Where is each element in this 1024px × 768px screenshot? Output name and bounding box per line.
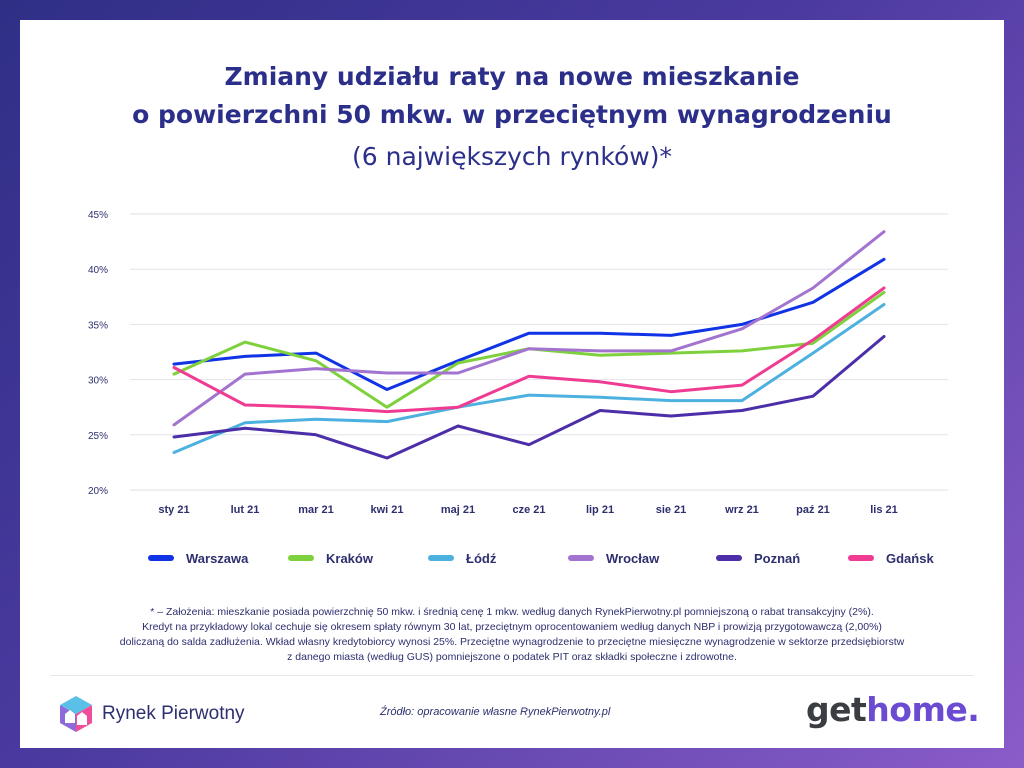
line-chart: 20% 25% 30% 35% 40% 45% sty 21 lut 21 mar 21 kwi …: [88, 210, 948, 516]
footnote-line: z danego miasta (według GUS) pomniejszon…: [287, 651, 737, 663]
legend-label: Poznań: [754, 550, 801, 566]
logo-home-text: home.: [866, 690, 980, 729]
legend-label: Warszawa: [186, 550, 249, 566]
legend-item: Poznań: [716, 548, 800, 568]
legend-item: Kraków: [288, 548, 373, 568]
logo-left-text: Rynek Pierwotny: [102, 703, 245, 724]
cube-logo-icon: [60, 696, 92, 732]
logo-get-text: get: [806, 690, 867, 729]
legend-label: Łódź: [466, 550, 497, 566]
title-line-2: o powierzchni 50 mkw. w przeciętnym wyna…: [132, 100, 892, 129]
chart-card: Zmiany udziału raty na nowe mieszkanie o…: [20, 20, 1004, 748]
series-line-gdańsk: [172, 286, 886, 414]
legend-swatch: [428, 555, 454, 561]
legend-label: Kraków: [326, 550, 373, 566]
x-tick-label: lis 21: [870, 504, 898, 516]
gethome-logo: gethome.: [806, 690, 980, 729]
x-tick-label: maj 21: [441, 504, 475, 516]
legend-swatch: [148, 555, 174, 561]
y-tick-label: 25%: [88, 431, 108, 442]
series-line-wrocław: [172, 230, 886, 427]
legend-item: Łódź: [428, 548, 496, 568]
x-tick-label: sie 21: [656, 504, 687, 516]
legend-item: Gdańsk: [848, 548, 934, 568]
legend-item: Warszawa: [148, 548, 248, 568]
legend-label: Wrocław: [606, 550, 660, 566]
y-tick-label: 40%: [88, 265, 108, 276]
legend-swatch: [568, 555, 594, 561]
footnote-line: doliczaną do salda zadłużenia. Wkład wła…: [119, 636, 905, 648]
source-note: Źródło: opracowanie własne RynekPierwotn…: [380, 706, 611, 718]
y-tick-label: 45%: [88, 210, 108, 221]
x-tick-label: kwi 21: [370, 504, 403, 516]
legend-item: Wrocław: [568, 548, 659, 568]
chart-subtitle: (6 największych rynków)*: [352, 142, 672, 171]
divider: [50, 675, 974, 676]
series-line-poznań: [172, 335, 886, 460]
x-tick-label: paź 21: [796, 504, 830, 516]
y-tick-label: 35%: [88, 320, 108, 331]
x-tick-label: lut 21: [231, 504, 260, 516]
x-tick-label: sty 21: [158, 504, 189, 516]
x-tick-label: lip 21: [586, 504, 614, 516]
y-tick-label: 20%: [88, 486, 108, 497]
x-tick-label: wrz 21: [724, 504, 759, 516]
rynek-pierwotny-logo: Rynek Pierwotny: [56, 692, 245, 736]
legend-swatch: [848, 555, 874, 561]
chart-title: Zmiany udziału raty na nowe mieszkanie o…: [20, 58, 1004, 134]
x-tick-label: mar 21: [298, 504, 333, 516]
legend-label: Gdańsk: [886, 550, 934, 566]
chart-legend: Warszawa Kraków Łódź Wrocław Poznań Gdańsk: [148, 548, 934, 568]
footnote-line: * – Założenia: mieszkanie posiada powier…: [150, 606, 874, 618]
footnote-line: Kredyt na przykładowy lokal cechuje się …: [142, 621, 882, 633]
series-line-łódź: [172, 303, 886, 454]
x-tick-label: cze 21: [512, 504, 545, 516]
legend-swatch: [716, 555, 742, 561]
title-line-1: Zmiany udziału raty na nowe mieszkanie: [224, 62, 800, 91]
y-tick-label: 30%: [88, 376, 108, 387]
footnote: * – Założenia: mieszkanie posiada powier…: [60, 605, 964, 665]
legend-swatch: [288, 555, 314, 561]
